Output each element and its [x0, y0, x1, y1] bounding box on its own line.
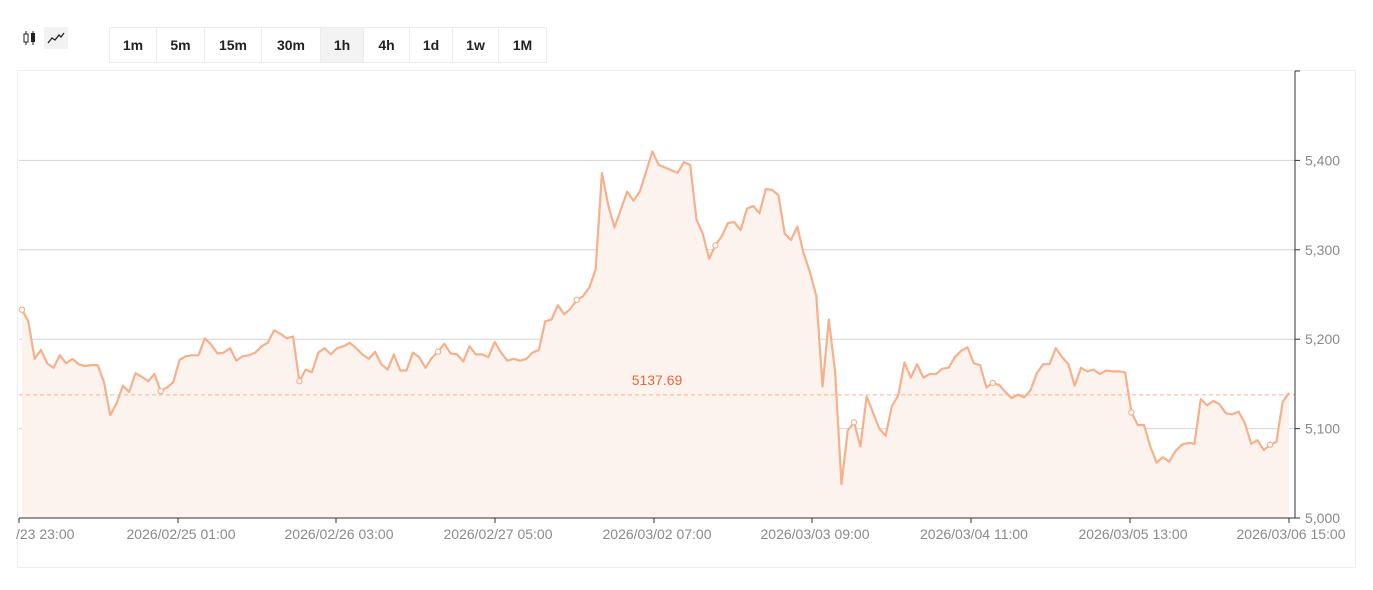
interval-button-15m[interactable]: 15m — [205, 28, 262, 62]
axes: 5,000 5,100 5,200 5,300 5,400/23 23:00 2026/0… — [16, 70, 1346, 542]
y-tick-label-2: 5,200 — [1305, 331, 1340, 347]
interval-selector: 1m 5m 15m 30m 1h 4h 1d 1w 1M — [109, 27, 547, 63]
x-tick-label-1: 2026/02/25 01:00 — [127, 526, 236, 542]
x-tick-label-5: 2026/03/03 09:00 — [761, 526, 870, 542]
interval-button-1d[interactable]: 1d — [410, 28, 453, 62]
interval-button-1m[interactable]: 1m — [110, 28, 157, 62]
interval-button-30m[interactable]: 30m — [262, 28, 321, 62]
x-tick-label-8: 2026/03/06 15:00 — [1237, 526, 1346, 542]
data-point-marker-6 — [850, 419, 858, 426]
marker-layer — [18, 242, 1274, 448]
price-line — [21, 150, 1290, 486]
interval-button-4h[interactable]: 4h — [364, 28, 410, 62]
x-tick-label-3: 2026/02/27 05:00 — [444, 526, 553, 542]
data-point-marker-0 — [18, 306, 26, 313]
interval-button-1w[interactable]: 1w — [453, 28, 499, 62]
data-point-marker-3 — [434, 348, 442, 355]
reference-line-label: 5137.69 — [632, 372, 683, 388]
data-point-marker-8 — [1128, 409, 1135, 416]
y-tick-label-3: 5,300 — [1305, 242, 1340, 258]
data-point-marker-1 — [157, 387, 164, 395]
data-point-marker-9 — [1266, 441, 1274, 448]
price-area-layer — [21, 150, 1290, 518]
interval-button-1h[interactable]: 1h — [321, 28, 364, 62]
x-tick-label-2: 2026/02/26 03:00 — [285, 526, 394, 542]
data-point-marker-5 — [712, 242, 719, 249]
interval-button-1M[interactable]: 1M — [512, 37, 533, 53]
y-tick-label-0: 5,000 — [1305, 510, 1340, 526]
candlestick-toggle[interactable] — [18, 27, 42, 49]
interval-button-5m[interactable]: 5m — [157, 28, 205, 62]
x-tick-label-6: 2026/03/04 11:00 — [920, 526, 1028, 542]
chart-frame — [17, 70, 1356, 568]
x-tick-label-0: /23 23:00 — [16, 526, 75, 542]
chart-type-switch — [18, 27, 68, 49]
price-area-fill — [22, 151, 1289, 518]
x-tick-label-4: 2026/03/02 07:00 — [603, 526, 712, 542]
reference-line-layer: 5137.69 — [19, 372, 1295, 396]
data-point-marker-2 — [296, 378, 303, 385]
data-point-marker-7 — [989, 379, 996, 387]
data-point-marker-4 — [573, 296, 580, 304]
y-tick-label-4: 5,400 — [1305, 152, 1340, 168]
x-tick-label-7: 2026/03/05 13:00 — [1079, 526, 1188, 542]
y-tick-label-1: 5,100 — [1305, 421, 1340, 437]
line-chart-icon — [47, 32, 65, 44]
line-chart-toggle[interactable] — [44, 27, 68, 49]
candlestick-icon — [23, 31, 35, 45]
